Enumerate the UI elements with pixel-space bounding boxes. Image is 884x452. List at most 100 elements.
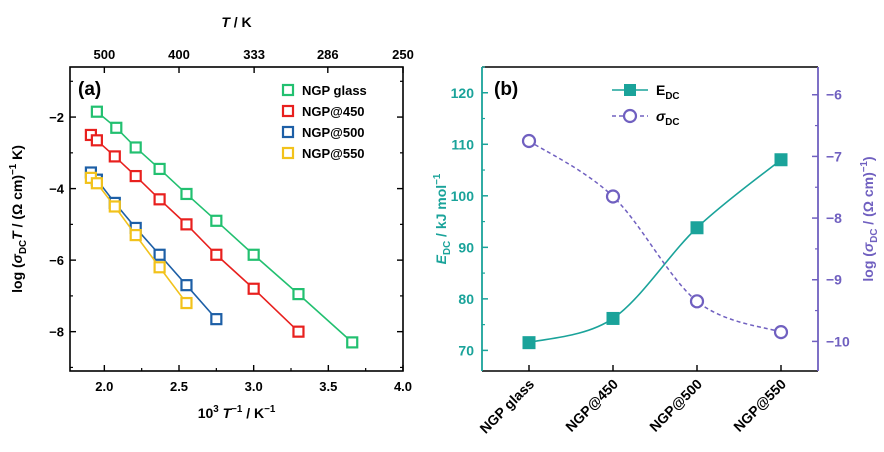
legend-label-sigma: σDC bbox=[656, 108, 679, 128]
data-point-sigma bbox=[521, 133, 537, 149]
data-point bbox=[346, 336, 359, 349]
top-axis-label-part: T bbox=[221, 14, 231, 30]
x-axis-label-part: 3 bbox=[213, 404, 219, 415]
right-tick-label: −6 bbox=[826, 87, 842, 103]
left-axis-label-part: DC bbox=[442, 241, 453, 255]
legend-marker bbox=[281, 104, 295, 118]
x-axis-label: 103 T−1 / K−1 bbox=[198, 404, 276, 421]
x-axis-label-part: −1 bbox=[231, 404, 243, 415]
left-tick-label: 100 bbox=[451, 188, 475, 204]
right-tick-label: −7 bbox=[826, 148, 842, 164]
y-axis-label-part: −1 bbox=[8, 163, 19, 175]
data-point bbox=[108, 200, 121, 213]
legend-label-edc: EDC bbox=[656, 82, 680, 102]
left-axis-label: EDC / kJ mol−1 bbox=[432, 173, 453, 264]
y-axis-label-part: DC bbox=[18, 240, 29, 254]
top-axis-label: T / K bbox=[221, 14, 251, 30]
data-point bbox=[210, 248, 223, 261]
series-line-sigma bbox=[528, 140, 782, 333]
chart-panel-b: 70 80 90 100 110 120 −10 −9 −8 −7 −6 NGP glass NGP@4… bbox=[432, 66, 880, 437]
data-point-edc bbox=[690, 221, 704, 235]
x-tick-label: 3.5 bbox=[319, 379, 337, 394]
panel-label-a: (a) bbox=[78, 79, 101, 100]
data-point bbox=[129, 141, 142, 154]
legend-marker bbox=[281, 146, 295, 160]
legend-label-edc-part: DC bbox=[665, 91, 679, 102]
category-label: NGP glass bbox=[476, 376, 537, 437]
x-axis-label-part: / K bbox=[242, 405, 264, 421]
data-point bbox=[110, 121, 123, 134]
x-tick-label: 4.0 bbox=[394, 379, 412, 394]
data-point-edc bbox=[522, 336, 536, 350]
data-point bbox=[292, 288, 305, 301]
data-point bbox=[129, 228, 142, 242]
top-tick-label: 250 bbox=[392, 47, 414, 62]
data-point bbox=[292, 325, 305, 338]
data-point bbox=[129, 169, 142, 183]
legend-marker-sigma bbox=[622, 108, 638, 124]
left-tick-label: 120 bbox=[451, 85, 475, 101]
data-point bbox=[153, 193, 166, 206]
data-point bbox=[180, 296, 193, 310]
series-line-edc bbox=[528, 159, 782, 344]
left-tick-label: 80 bbox=[458, 291, 474, 307]
right-axis-label: log (σDC / (Ω cm)−1) bbox=[859, 156, 880, 281]
category-label: NGP@500 bbox=[646, 376, 705, 435]
series-line-1 bbox=[90, 134, 300, 333]
legend-label-sigma-part: σ bbox=[656, 108, 666, 124]
right-axis-label-part: σ bbox=[860, 242, 876, 252]
x-axis-label-part: 10 bbox=[198, 405, 214, 421]
top-tick-label: 333 bbox=[243, 47, 265, 62]
data-point bbox=[180, 218, 193, 231]
left-tick-label: 70 bbox=[458, 342, 474, 358]
top-tick-label: 286 bbox=[317, 47, 339, 62]
data-point bbox=[210, 214, 223, 227]
y-tick-label: −6 bbox=[49, 253, 64, 268]
data-point bbox=[153, 248, 166, 261]
legend-label-edc-part: E bbox=[656, 82, 665, 98]
data-point-edc bbox=[774, 153, 788, 167]
x-tick-label: 2.5 bbox=[170, 379, 188, 394]
data-point-sigma bbox=[605, 189, 621, 204]
data-point bbox=[247, 282, 260, 295]
y-tick-label: −2 bbox=[49, 110, 64, 125]
top-tick-label: 400 bbox=[168, 47, 190, 62]
panel-label-b: (b) bbox=[494, 79, 518, 100]
y-axis-label-part: K) bbox=[9, 145, 25, 164]
data-point bbox=[90, 134, 103, 147]
right-axis-label-part: ) bbox=[860, 156, 876, 161]
x-tick-label: 3.0 bbox=[245, 379, 263, 394]
legend-label: NGP@550 bbox=[302, 146, 365, 161]
top-tick-label: 500 bbox=[93, 47, 115, 62]
right-tick-label: −10 bbox=[826, 333, 850, 349]
category-label: NGP@550 bbox=[730, 376, 789, 435]
right-axis-label-part: DC bbox=[869, 229, 880, 243]
plot-frame-a bbox=[69, 66, 404, 372]
y-axis-label-part: T bbox=[9, 230, 25, 240]
data-point bbox=[180, 279, 193, 292]
data-point bbox=[247, 248, 260, 261]
legend-label: NGP glass bbox=[302, 83, 367, 98]
x-tick-label: 2.0 bbox=[95, 379, 113, 394]
y-tick-label: −8 bbox=[49, 325, 64, 340]
y-axis-label-part: / (Ω cm) bbox=[9, 175, 25, 231]
data-point bbox=[153, 261, 166, 274]
x-axis-label-part: −1 bbox=[264, 404, 276, 415]
data-point-sigma bbox=[773, 325, 789, 340]
data-point bbox=[108, 150, 121, 163]
legend-marker bbox=[281, 125, 295, 139]
right-axis-label-part: / (Ω cm) bbox=[860, 172, 876, 228]
category-label: NGP@450 bbox=[562, 376, 621, 435]
left-axis-label-part: E bbox=[433, 254, 449, 264]
data-point-sigma bbox=[689, 294, 705, 309]
data-point bbox=[90, 105, 103, 118]
data-point bbox=[90, 177, 103, 190]
right-tick-label: −9 bbox=[826, 272, 842, 288]
y-axis-label-part: log ( bbox=[9, 263, 25, 293]
y-axis-label-part: σ bbox=[9, 253, 25, 263]
left-axis-label-part: / kJ mol bbox=[433, 185, 449, 241]
right-axis-label-part: −1 bbox=[859, 161, 870, 173]
data-point bbox=[180, 187, 193, 201]
chart-panel-a: 2.0 2.5 3.0 3.5 4.0 −8 −6 −4 −2 500 400 333 286 250 10… bbox=[8, 14, 414, 421]
